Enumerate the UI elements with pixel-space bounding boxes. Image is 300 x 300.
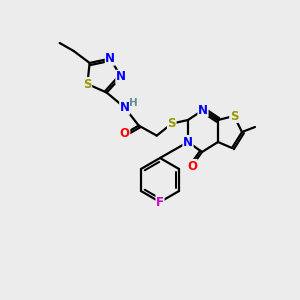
Text: S: S bbox=[230, 110, 238, 122]
Text: F: F bbox=[156, 196, 164, 208]
Text: S: S bbox=[167, 117, 176, 130]
Text: S: S bbox=[83, 77, 92, 91]
Text: H: H bbox=[129, 98, 138, 108]
Text: O: O bbox=[187, 160, 197, 172]
Text: N: N bbox=[105, 52, 115, 65]
Text: O: O bbox=[120, 127, 130, 140]
Text: N: N bbox=[120, 101, 130, 114]
Text: N: N bbox=[183, 136, 193, 148]
Text: N: N bbox=[198, 103, 208, 116]
Text: N: N bbox=[116, 70, 126, 83]
